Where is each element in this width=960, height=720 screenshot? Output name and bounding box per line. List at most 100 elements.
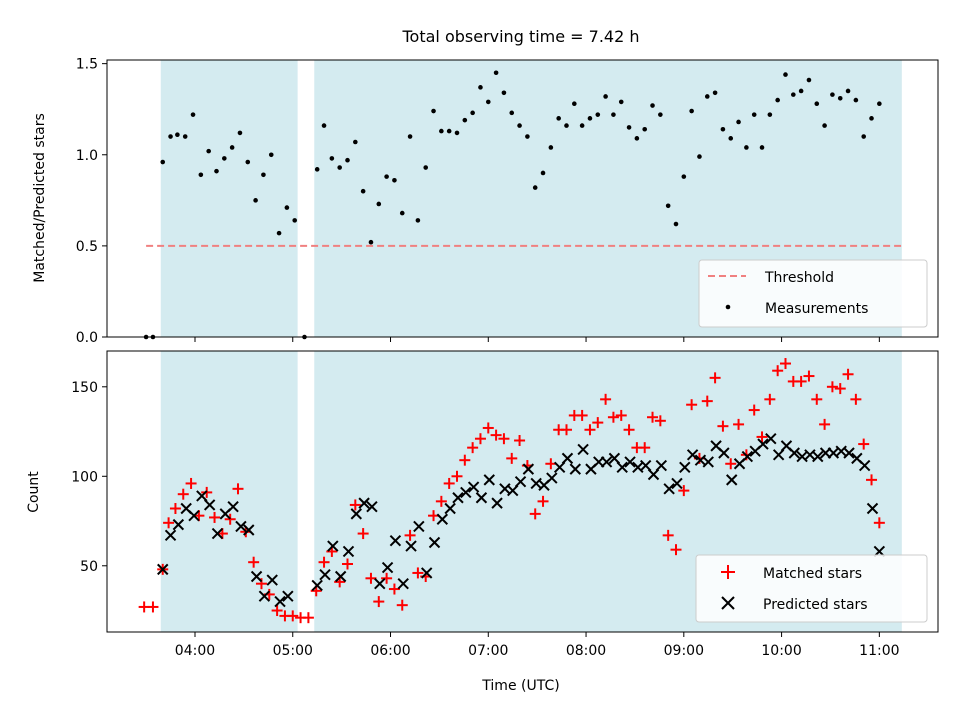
top-measurements-layer [143,70,882,340]
measurement-point [595,112,601,117]
predicted-star-point [203,499,216,511]
x-tick-label: 10:00 [761,643,801,659]
top-legend-box [698,259,928,328]
measurement-point [245,159,251,165]
measurement-point [431,108,436,114]
matched-star-point [537,495,549,507]
predicted-star-point [452,492,464,504]
predicted-star-point [334,570,347,583]
matched-star-point [662,529,674,541]
matched-star-point [318,556,330,568]
matched-star-point [647,411,659,423]
predicted-star-point [639,459,652,472]
measurement-point [744,145,749,150]
matched-star-point [795,375,807,387]
matched-star-point [435,495,447,507]
measurement-point [384,174,389,179]
predicted-star-point [243,524,255,536]
predicted-star-point [444,502,456,515]
measurement-point [222,156,227,161]
predicted-star-point [600,456,613,468]
x-tick-label: 09:00 [664,643,704,659]
bottom-legend-box [695,554,928,623]
legend-predicted-label: Predicted stars [763,597,868,613]
measurement-point [415,218,421,223]
predicted-star-point [172,518,185,531]
matched-star-point [607,411,619,423]
top-panel: 0.0 0.5 1.0 1.5 Matched/Predicted stars Thr… [32,57,939,346]
measurement-point [548,145,554,150]
measurement-point [478,85,483,90]
matched-star-point [209,511,221,523]
predicted-star-point [671,477,683,490]
matched-star-point [342,558,354,570]
measurement-point [877,101,882,107]
measurement-point [532,185,538,190]
x-tick-label: 04:00 [175,643,215,659]
matched-star-point [443,477,455,489]
measurement-point [791,92,796,97]
measurement-point [198,172,204,178]
matched-star-point [670,544,682,556]
predicted-star-point [467,481,480,493]
predicted-star-point [546,472,558,484]
predicted-star-point [381,561,394,574]
matched-star-point [287,610,299,622]
measurement-point [399,210,405,216]
measurement-point [190,112,196,117]
predicted-star-point [812,450,824,463]
matched-star-point [772,365,784,377]
predicted-star-point [522,463,535,475]
top-legend: Threshold Measurements [698,259,928,328]
matched-star-point [248,556,260,568]
measurement-point [861,134,866,139]
predicted-star-point [282,590,294,602]
matched-star-point [725,458,737,470]
predicted-star-point [311,579,323,592]
matched-star-point [826,381,838,393]
measurement-point [345,157,350,163]
measurement-point [689,108,694,114]
matched-star-point [709,372,721,384]
matched-star-point [733,418,745,430]
matched-star-point [365,572,377,584]
measurement-point [175,132,180,138]
predicted-star-point [274,595,286,608]
measurement-point [728,136,734,141]
measurement-point [751,112,757,117]
matched-star-point [819,418,831,430]
predicted-star-point [702,456,714,468]
matched-star-point [514,434,526,446]
matched-star-point [592,417,604,429]
x-tick-label: 08:00 [566,643,606,659]
measurement-point [321,123,327,128]
measurement-point [798,88,804,94]
measurement-point [329,156,335,161]
measurement-point [611,112,616,117]
matched-star-point [834,383,846,395]
predicted-star-point [250,570,263,583]
predicted-star-point [772,449,785,461]
matched-star-point [177,488,189,500]
observing-window-0 [160,60,298,337]
matched-star-point [349,499,361,511]
matched-star-point [467,442,479,454]
bottom-y-ticks: 50 100 150 [71,380,107,575]
measurement-point [673,221,679,227]
observing-window-0 [160,351,298,632]
legend-threshold-label: Threshold [764,270,834,286]
matched-star-point [412,567,424,579]
measurement-point [229,145,235,150]
predicted-star-point [266,574,278,586]
measurement-point [775,97,780,103]
predicted-star-point [405,540,417,552]
predicted-star-point [420,567,433,579]
matched-star-point [147,601,159,613]
matched-star-point [404,529,416,541]
measurement-point [368,239,374,245]
matched-star-point [866,474,878,486]
predicted-star-point [342,545,355,558]
measurement-point [353,139,358,145]
measurement-point [376,201,382,207]
